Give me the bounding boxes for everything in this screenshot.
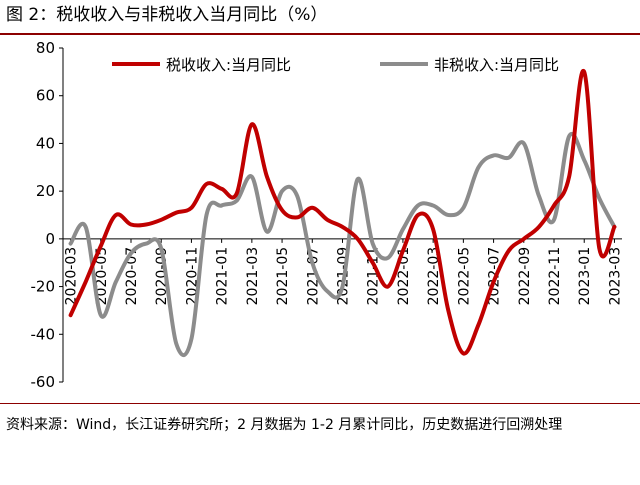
- y-tick-label: -20: [31, 278, 56, 296]
- y-tick-label: -60: [31, 373, 56, 391]
- x-tick-label: 2021-03: [245, 247, 261, 306]
- y-tick-label: 0: [45, 230, 55, 248]
- y-tick-label: 80: [36, 39, 55, 57]
- x-tick-label: 2023-01: [577, 247, 593, 306]
- legend-label: 税收收入:当月同比: [166, 56, 291, 74]
- x-tick-label: 2020-03: [64, 247, 80, 306]
- x-tick-label: 2021-01: [215, 247, 231, 306]
- x-tick-label: 2022-09: [517, 247, 533, 306]
- x-tick-label: 2022-11: [547, 247, 563, 306]
- chart-axes: [59, 47, 622, 383]
- series-lines: [68, 69, 617, 358]
- y-axis-tick-labels: -60 -40 -20 0 20 40 60 80: [31, 39, 56, 391]
- tax-revenue-line: [68, 69, 617, 356]
- x-tick-label: 2022-01: [396, 247, 412, 306]
- source-divider: [0, 403, 640, 404]
- y-tick-label: 60: [36, 87, 55, 105]
- y-tick-label: 20: [36, 182, 55, 200]
- y-tick-label: -40: [31, 325, 56, 343]
- x-tick-label: 2021-05: [275, 247, 291, 306]
- y-tick-label: 40: [36, 134, 55, 152]
- title-divider: [0, 33, 640, 35]
- x-tick-label: 2023-03: [607, 247, 623, 306]
- x-tick-label: 2020-07: [124, 247, 140, 306]
- x-tick-label: 2021-07: [305, 247, 321, 306]
- legend: 税收收入:当月同比 非税收入:当月同比: [112, 56, 559, 74]
- legend-label: 非税收入:当月同比: [434, 56, 559, 74]
- x-tick-label: 2022-05: [456, 247, 472, 306]
- non-tax-revenue-line: [68, 132, 617, 358]
- source-note: 资料来源：Wind，长江证券研究所；2 月数据为 1-2 月累计同比，历史数据进…: [6, 417, 563, 433]
- figure-title: 图 2：税收收入与非税收入当月同比（%）: [6, 5, 328, 25]
